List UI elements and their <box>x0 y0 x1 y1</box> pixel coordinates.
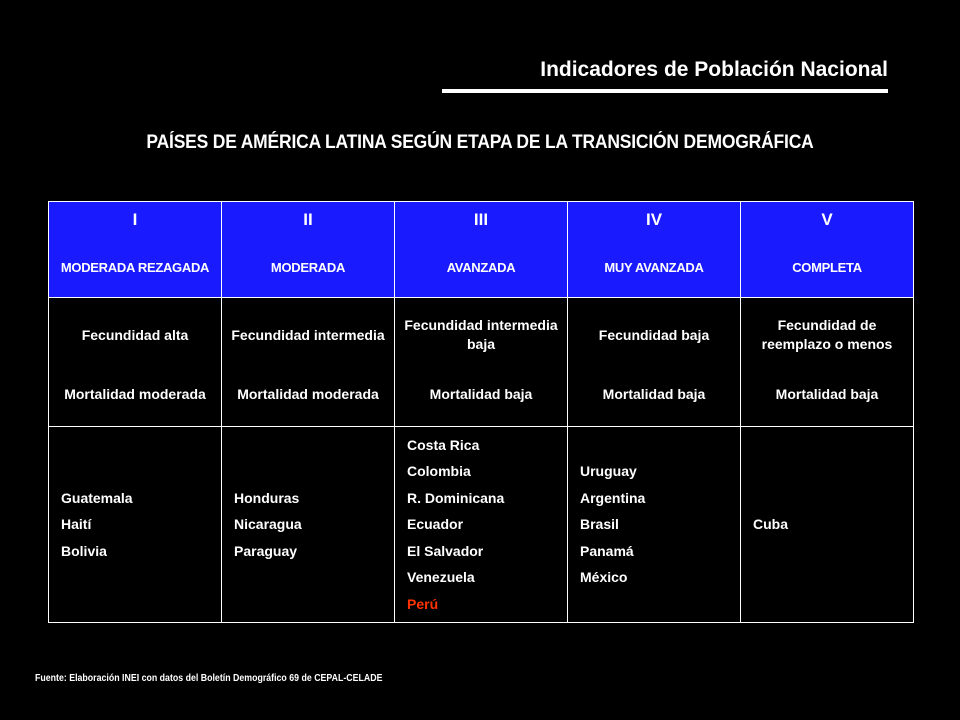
country-list: Guatemala Haití Bolivia <box>59 485 221 565</box>
stage-header-cell: III AVANZADA <box>394 201 568 298</box>
stage-numeral: IV <box>645 210 663 229</box>
stage-name: COMPLETA <box>792 259 862 275</box>
stage-header-row: I MODERADA REZAGADA II MODERADA III AVAN… <box>48 201 914 298</box>
stage-numeral: III <box>473 210 489 229</box>
transition-stages-table: I MODERADA REZAGADA II MODERADA III AVAN… <box>48 201 914 623</box>
country-item: Nicaragua <box>234 516 302 533</box>
country-item: Cuba <box>753 516 788 533</box>
fertility-label: Fecundidad baja <box>598 326 710 343</box>
main-title: PAÍSES DE AMÉRICA LATINA SEGÚN ETAPA DE … <box>146 132 814 153</box>
country-item: Venezuela <box>407 569 475 586</box>
stage-description-cell: Fecundidad intermedia Mortalidad moderad… <box>221 297 395 427</box>
country-item: Honduras <box>234 489 300 506</box>
mortality-label: Mortalidad moderada <box>64 385 206 402</box>
country-item: R. Dominicana <box>407 489 505 506</box>
fertility-label: Fecundidad intermedia <box>231 326 385 343</box>
fertility-label: Fecundidad intermedia baja <box>404 317 558 352</box>
country-list-cell: Honduras Nicaragua Paraguay <box>221 426 395 623</box>
country-item: Bolivia <box>61 542 107 559</box>
stage-header-cell: IV MUY AVANZADA <box>567 201 741 298</box>
stage-header-cell: V COMPLETA <box>740 201 914 298</box>
stage-description-cell: Fecundidad intermedia baja Mortalidad ba… <box>394 297 568 427</box>
stage-numeral: II <box>303 210 313 229</box>
country-item: Brasil <box>580 516 619 533</box>
country-item: Paraguay <box>234 542 298 559</box>
mortality-label: Mortalidad baja <box>602 385 706 402</box>
country-list-cell: Cuba <box>740 426 914 623</box>
country-item: Panamá <box>580 542 634 559</box>
country-item: El Salvador <box>407 542 484 559</box>
stage-numeral: V <box>821 210 833 229</box>
stage-name: AVANZADA <box>446 259 516 275</box>
country-item: Guatemala <box>61 489 133 506</box>
stage-numeral: I <box>132 210 138 229</box>
mortality-label: Mortalidad moderada <box>237 385 379 402</box>
stage-description-cell: Fecundidad de reemplazo o menos Mortalid… <box>740 297 914 427</box>
country-list-cell: Guatemala Haití Bolivia <box>48 426 222 623</box>
country-list-cell: Uruguay Argentina Brasil Panamá México <box>567 426 741 623</box>
country-item: Argentina <box>580 489 646 506</box>
stage-name: MUY AVANZADA <box>604 259 704 275</box>
stage-description-row: Fecundidad alta Mortalidad moderada Fecu… <box>48 297 914 427</box>
country-list: Uruguay Argentina Brasil Panamá México <box>578 458 740 591</box>
country-list-row: Guatemala Haití Bolivia Honduras Nicarag… <box>48 426 914 623</box>
stage-header-cell: I MODERADA REZAGADA <box>48 201 222 298</box>
country-item: Uruguay <box>580 463 637 480</box>
stage-header-cell: II MODERADA <box>221 201 395 298</box>
stage-name: MODERADA <box>270 259 346 275</box>
country-item: México <box>580 569 628 586</box>
mortality-label: Mortalidad baja <box>429 385 533 402</box>
country-list: Honduras Nicaragua Paraguay <box>232 485 394 565</box>
country-list-cell: Costa Rica Colombia R. Dominicana Ecuado… <box>394 426 568 623</box>
fertility-label: Fecundidad alta <box>81 326 189 343</box>
country-item: Ecuador <box>407 516 464 533</box>
country-item: Costa Rica <box>407 436 480 453</box>
country-item-highlighted: Perú <box>407 595 439 612</box>
header-title: Indicadores de Población Nacional <box>540 58 888 81</box>
country-list: Costa Rica Colombia R. Dominicana Ecuado… <box>405 432 567 618</box>
stage-name: MODERADA REZAGADA <box>60 259 210 275</box>
stage-description-cell: Fecundidad baja Mortalidad baja <box>567 297 741 427</box>
source-note: Fuente: Elaboración INEI con datos del B… <box>35 673 383 684</box>
stage-description-cell: Fecundidad alta Mortalidad moderada <box>48 297 222 427</box>
country-item: Haití <box>61 516 92 533</box>
country-item: Colombia <box>407 463 471 480</box>
mortality-label: Mortalidad baja <box>775 385 879 402</box>
header-underline <box>442 89 888 93</box>
fertility-label: Fecundidad de reemplazo o menos <box>761 317 893 352</box>
country-list: Cuba <box>751 511 913 538</box>
